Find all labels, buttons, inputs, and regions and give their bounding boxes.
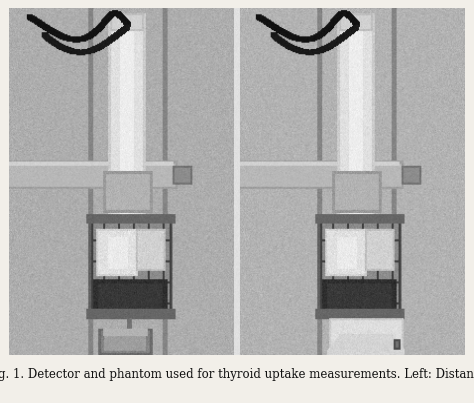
Text: Fig. 1. Detector and phantom used for thyroid uptake measurements. Left: Distanc: Fig. 1. Detector and phantom used for th… — [0, 368, 474, 381]
